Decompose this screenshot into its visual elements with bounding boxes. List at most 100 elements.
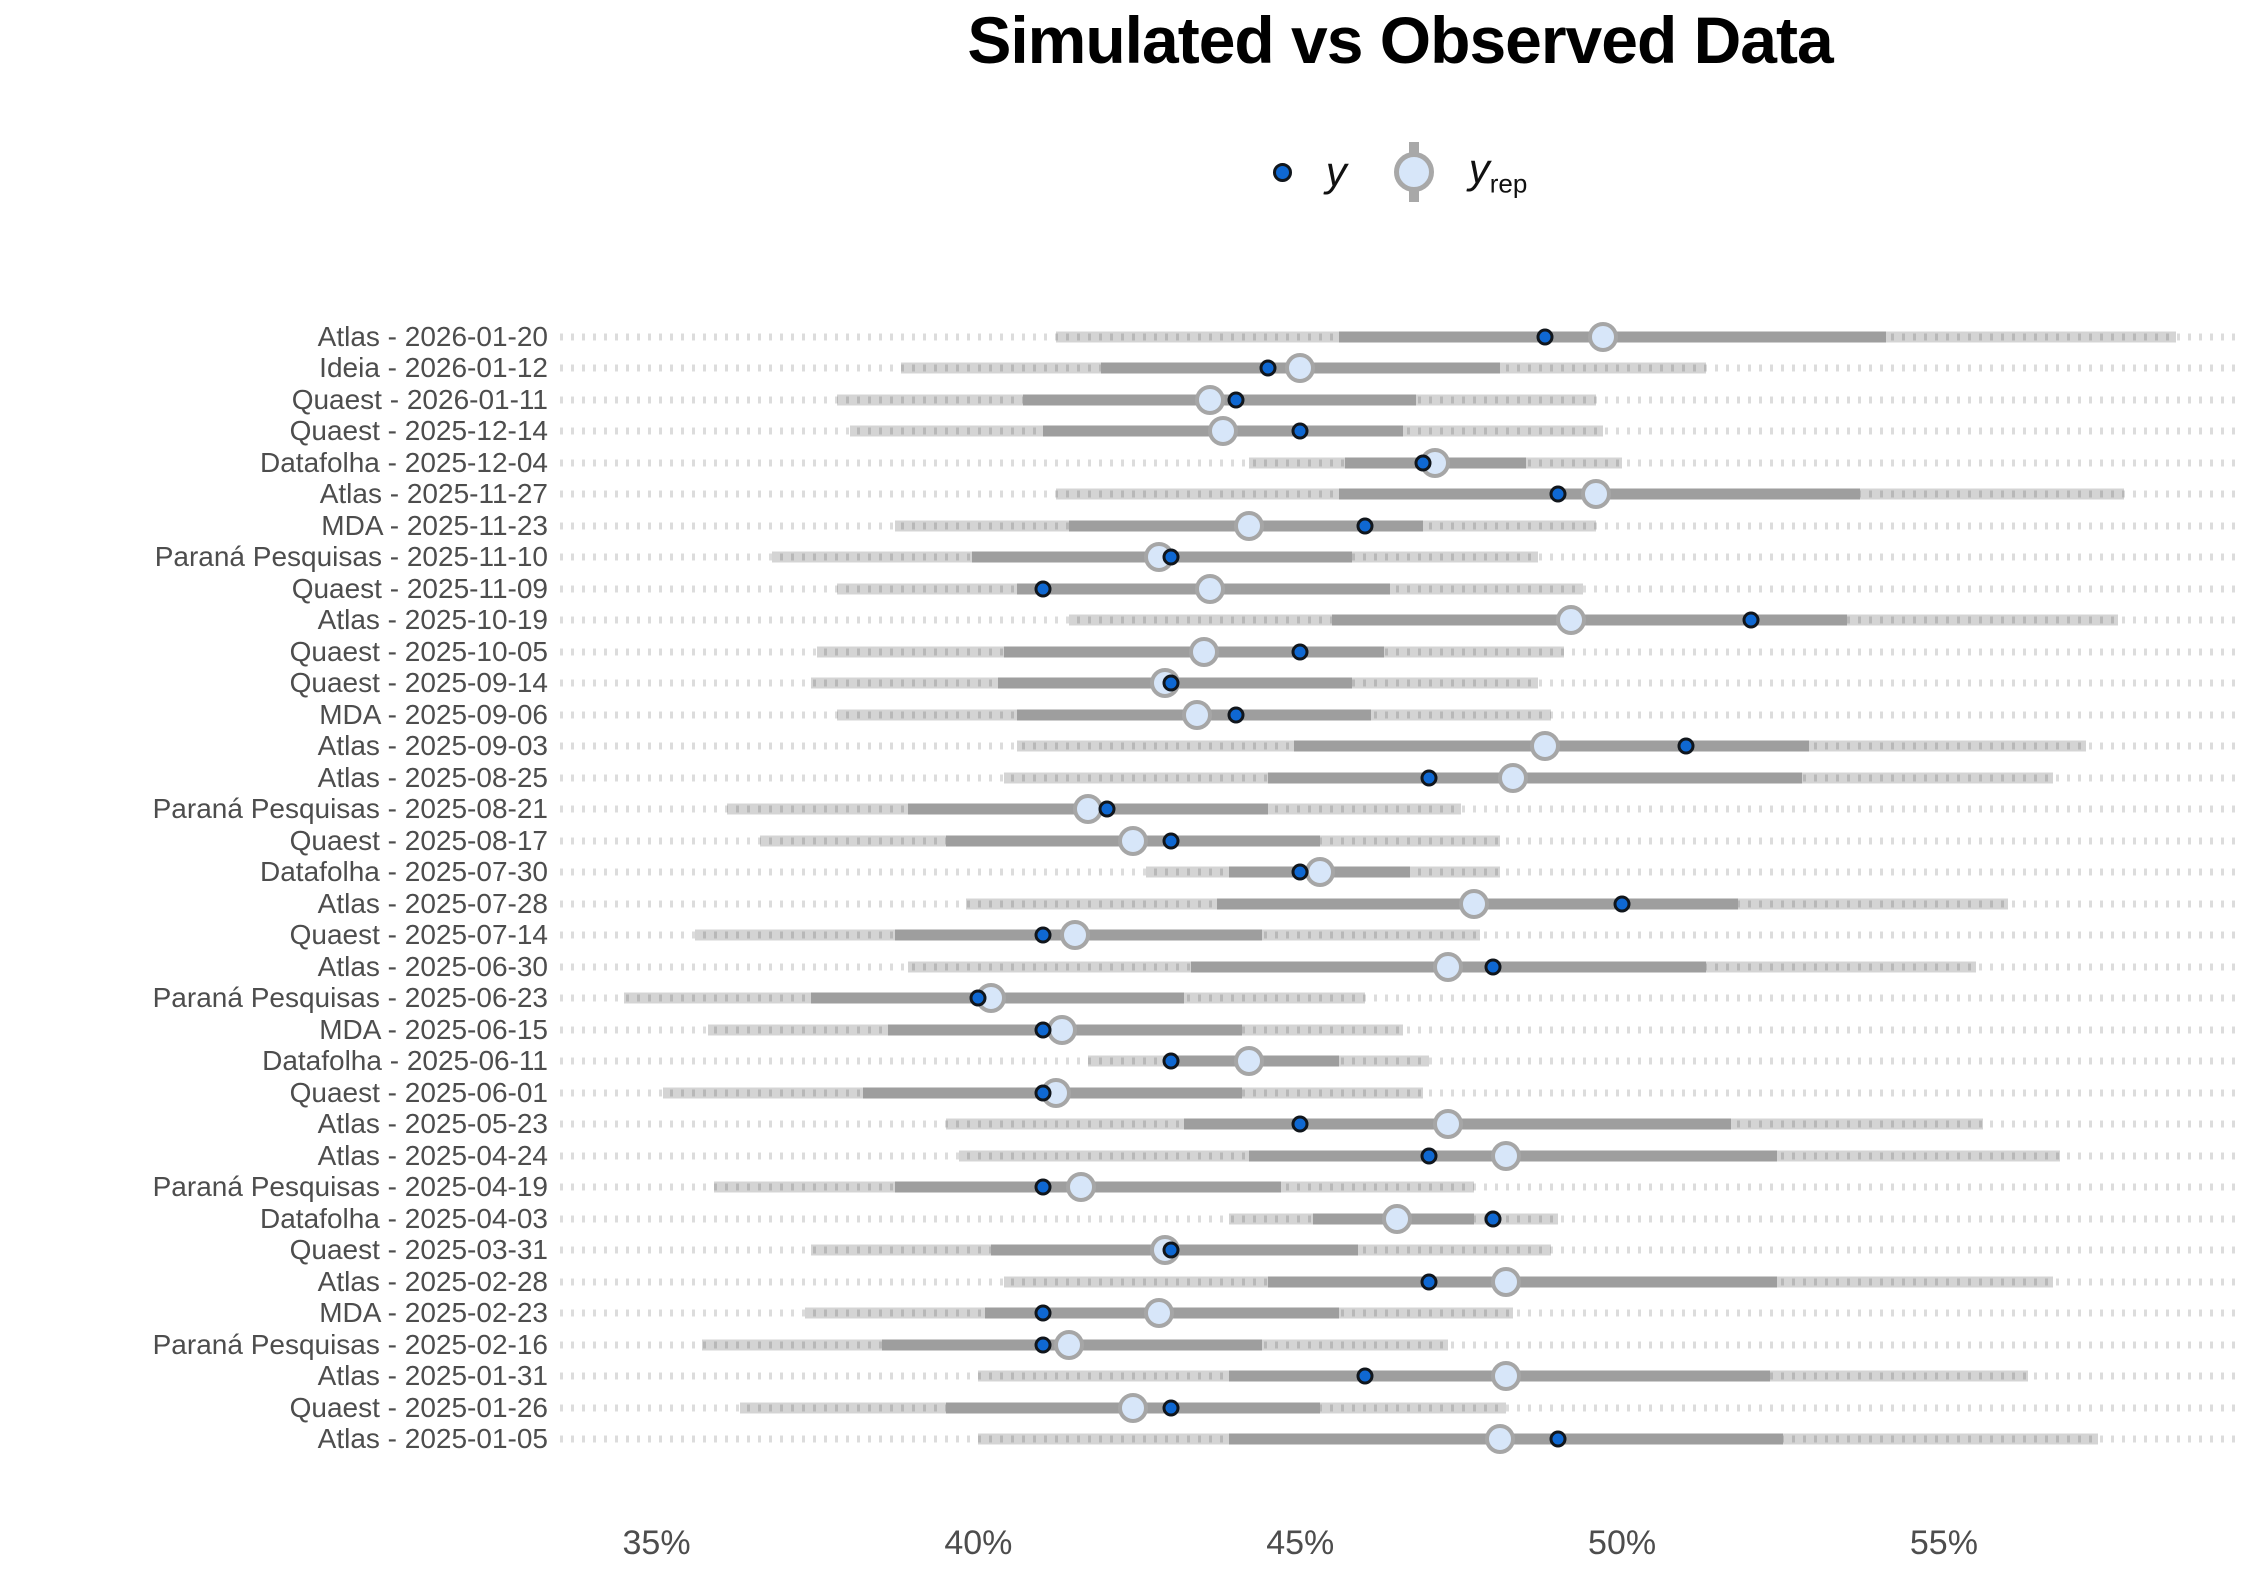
- ppc-row: Atlas - 2025-01-05: [0, 1423, 2254, 1456]
- y-point: [1549, 1430, 1567, 1448]
- legend-label-yrep-sub: rep: [1489, 168, 1528, 199]
- ppc-row: Quaest - 2025-07-14: [0, 919, 2254, 952]
- row-label: Quaest - 2025-08-17: [289, 824, 548, 856]
- yrep-point: [1117, 1392, 1148, 1423]
- row-label: Quaest - 2026-01-11: [291, 383, 548, 415]
- ppc-row: Atlas - 2025-04-24: [0, 1140, 2254, 1172]
- y-point: [1162, 832, 1180, 850]
- row-guide-dotted-line: [560, 931, 2240, 939]
- x-tick-label: 45%: [1266, 1524, 1335, 1562]
- ppc-row: Atlas - 2025-11-27: [0, 478, 2254, 511]
- ppc-row: Paraná Pesquisas - 2025-04-19: [0, 1171, 2254, 1204]
- y-point: [1034, 1178, 1052, 1196]
- ppc-row: MDA - 2025-11-23: [0, 510, 2254, 542]
- y-point: [1034, 580, 1052, 598]
- row-label: Datafolha - 2025-04-03: [260, 1202, 548, 1234]
- y-point: [1162, 1399, 1180, 1417]
- yrep-point: [1491, 1266, 1522, 1297]
- y-point: [1742, 611, 1760, 629]
- yrep-point: [1233, 510, 1264, 541]
- legend-label-y: y: [1326, 148, 1347, 196]
- ppc-row: MDA - 2025-06-15: [0, 1014, 2254, 1046]
- ppc-row: MDA - 2025-09-06: [0, 699, 2254, 731]
- y-point: [1613, 895, 1631, 913]
- chart-title: Simulated vs Observed Data: [967, 3, 1833, 77]
- row-label: MDA - 2025-02-23: [319, 1297, 548, 1329]
- inner-interval-bar: [1268, 1276, 1777, 1288]
- y-point: [1034, 1021, 1052, 1039]
- yrep-point: [1484, 1424, 1515, 1455]
- y-point: [1162, 548, 1180, 566]
- ppc-row: Quaest - 2025-08-17: [0, 825, 2254, 857]
- row-guide-dotted-line: [560, 711, 2240, 719]
- row-track: [560, 605, 2240, 637]
- ppc-row: Paraná Pesquisas - 2025-06-23: [0, 982, 2254, 1015]
- y-point: [1034, 926, 1052, 944]
- row-label: Atlas - 2025-07-28: [317, 887, 548, 919]
- row-track: [560, 920, 2240, 952]
- row-track: [560, 416, 2240, 448]
- ppc-row: Quaest - 2025-09-14: [0, 667, 2254, 700]
- row-label: Atlas - 2025-08-25: [317, 761, 548, 793]
- row-track: [560, 1424, 2240, 1456]
- yrep-point: [1143, 1298, 1174, 1329]
- row-track: [560, 1298, 2240, 1330]
- ppc-row: MDA - 2025-02-23: [0, 1297, 2254, 1330]
- ppc-row: Atlas - 2025-06-30: [0, 951, 2254, 983]
- ppc-row: Quaest - 2025-11-09: [0, 573, 2254, 605]
- row-track: [560, 699, 2240, 731]
- ppc-row: Ideia - 2026-01-12: [0, 352, 2254, 385]
- yrep-point: [1066, 1172, 1097, 1203]
- y-point: [1162, 1241, 1180, 1259]
- row-track: [560, 1235, 2240, 1267]
- y-point: [969, 989, 987, 1007]
- row-track: [560, 573, 2240, 605]
- row-label: Paraná Pesquisas - 2025-11-10: [154, 541, 548, 573]
- y-point: [1098, 800, 1116, 818]
- x-tick-label: 35%: [622, 1524, 691, 1562]
- row-guide-dotted-line: [560, 837, 2240, 845]
- row-track: [560, 951, 2240, 983]
- row-label: Atlas - 2025-10-19: [317, 604, 548, 636]
- row-guide-dotted-line: [560, 553, 2240, 561]
- y-point: [1484, 1210, 1502, 1228]
- ppc-row: Quaest - 2025-10-05: [0, 636, 2254, 668]
- row-label: Paraná Pesquisas - 2025-06-23: [152, 982, 548, 1014]
- row-label: Atlas - 2025-06-30: [317, 950, 548, 982]
- yrep-point-icon: [1393, 142, 1435, 202]
- ppc-row: Atlas - 2025-10-19: [0, 604, 2254, 637]
- row-guide-dotted-line: [560, 1057, 2240, 1065]
- row-label: Quaest - 2025-12-14: [289, 415, 548, 447]
- row-label: Atlas - 2025-04-24: [317, 1139, 548, 1171]
- yrep-point: [1195, 384, 1226, 415]
- row-label: Atlas - 2025-01-31: [317, 1360, 548, 1392]
- yrep-point: [1285, 353, 1316, 384]
- row-track: [560, 321, 2240, 353]
- y-point: [1484, 958, 1502, 976]
- ppc-row: Quaest - 2026-01-11: [0, 384, 2254, 416]
- legend-label-yrep: yrep: [1469, 145, 1528, 199]
- y-point: [1034, 1336, 1052, 1354]
- row-track: [560, 1109, 2240, 1141]
- row-track: [560, 825, 2240, 857]
- ppc-row: Atlas - 2025-07-28: [0, 888, 2254, 920]
- row-track: [560, 510, 2240, 542]
- row-label: Ideia - 2026-01-12: [319, 352, 548, 384]
- inner-interval-bar: [1268, 772, 1803, 784]
- ppc-row: Datafolha - 2025-06-11: [0, 1045, 2254, 1078]
- yrep-point: [1182, 699, 1213, 730]
- ppc-row: Atlas - 2025-09-03: [0, 730, 2254, 763]
- row-label: Quaest - 2025-09-14: [289, 667, 548, 699]
- yrep-point: [1053, 1329, 1084, 1360]
- ppc-row: Paraná Pesquisas - 2025-08-21: [0, 793, 2254, 826]
- y-point: [1227, 706, 1245, 724]
- yrep-point: [976, 983, 1007, 1014]
- y-point: [1420, 1147, 1438, 1165]
- yrep-point: [1433, 1109, 1464, 1140]
- y-point: [1420, 769, 1438, 787]
- row-guide-dotted-line: [560, 1341, 2240, 1349]
- row-track: [560, 479, 2240, 511]
- legend-label-yrep-base: y: [1468, 144, 1490, 192]
- ppc-row: Atlas - 2025-02-28: [0, 1266, 2254, 1298]
